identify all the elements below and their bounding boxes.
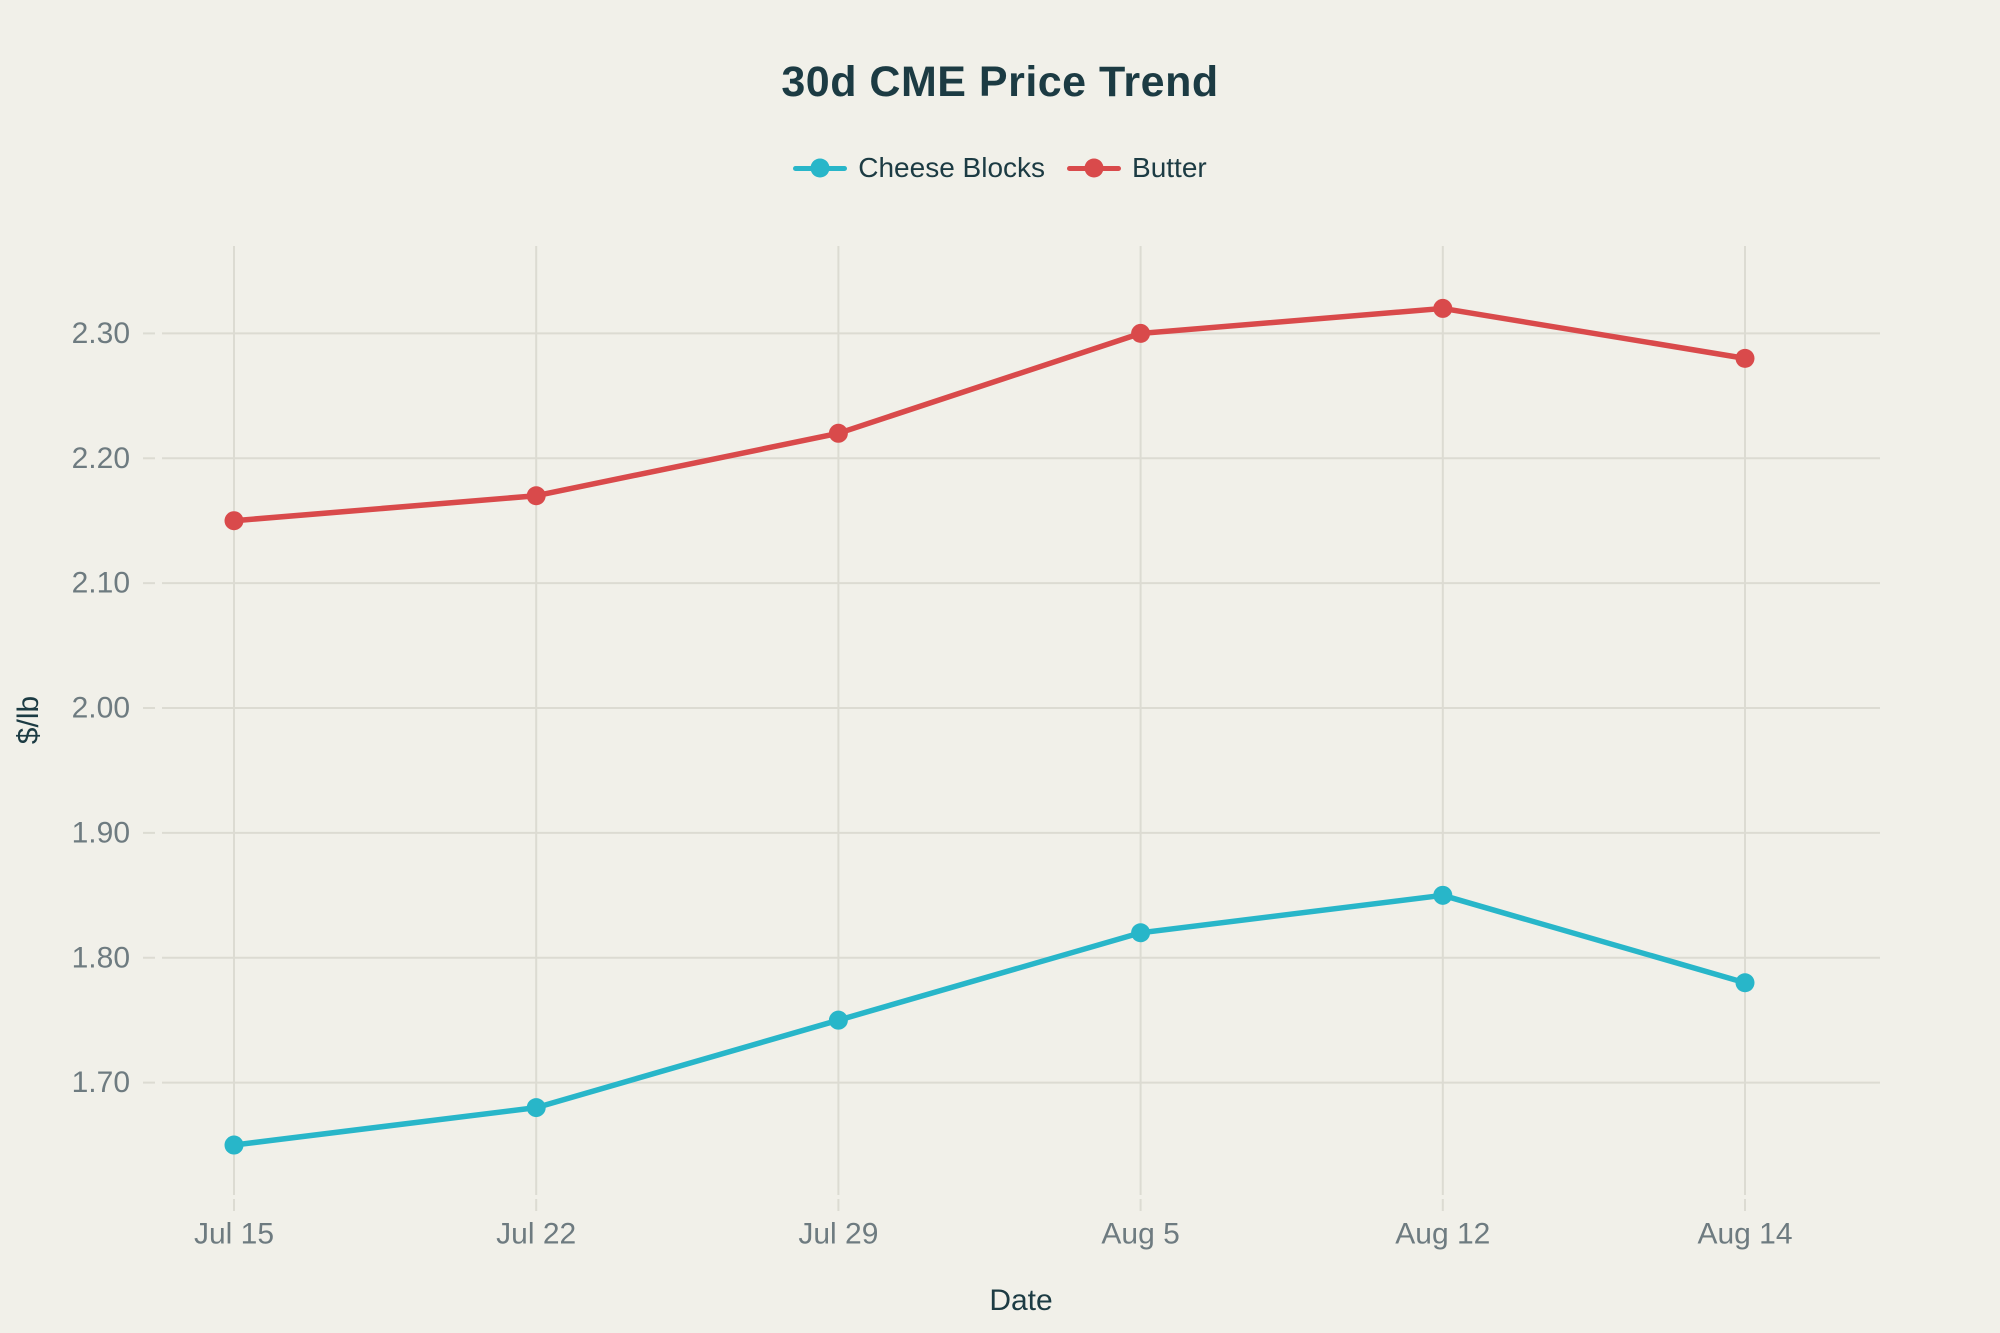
y-tick-label: 2.20 (72, 442, 130, 475)
data-point-butter-aug-5 (1131, 323, 1151, 343)
series-line-butter (231, 305, 1748, 524)
y-axis-title: $/lb (12, 695, 45, 745)
legend-line-dot-icon (1067, 156, 1122, 180)
y-tick-label: 2.30 (72, 317, 130, 350)
data-point-cheese-blocks-jul-15 (224, 1135, 244, 1155)
x-tick-label: Aug 14 (1697, 1218, 1792, 1251)
x-tick-label: Jul 22 (496, 1218, 576, 1251)
legend-label-butter: Butter (1132, 152, 1207, 183)
data-point-butter-jul-22 (526, 486, 546, 506)
y-tick-label: 1.80 (72, 941, 130, 974)
data-point-cheese-blocks-aug-5 (1131, 923, 1151, 943)
x-tick-label: Jul 15 (194, 1218, 274, 1251)
series-line-cheese-blocks (231, 892, 1748, 1148)
x-tick-label: Jul 29 (798, 1218, 878, 1251)
data-point-cheese-blocks-jul-29 (828, 1010, 848, 1030)
data-point-butter-aug-14 (1735, 348, 1755, 368)
chart-title: 30d CME Price Trend (781, 58, 1219, 106)
data-point-butter-jul-29 (828, 423, 848, 443)
x-tick-label: Aug 12 (1395, 1218, 1490, 1251)
y-tick-label: 1.70 (72, 1066, 130, 1099)
data-point-butter-aug-12 (1433, 298, 1453, 318)
data-point-cheese-blocks-aug-14 (1735, 973, 1755, 993)
x-axis-title: Date (989, 1284, 1053, 1317)
legend: Cheese Blocks Butter (0, 152, 2000, 184)
legend-item-cheese-blocks[interactable]: Cheese Blocks (793, 152, 1045, 184)
y-tick-label: 1.90 (72, 816, 130, 849)
legend-item-butter[interactable]: Butter (1067, 152, 1207, 184)
legend-line-dot-icon (793, 156, 848, 180)
x-tick-label: Aug 5 (1101, 1218, 1179, 1251)
y-tick-label: 2.10 (72, 567, 130, 600)
data-point-butter-jul-15 (224, 511, 244, 531)
data-point-cheese-blocks-aug-12 (1433, 885, 1453, 905)
data-point-cheese-blocks-jul-22 (526, 1098, 546, 1118)
y-tick-label: 2.00 (72, 692, 130, 725)
legend-label-cheese-blocks: Cheese Blocks (858, 152, 1046, 183)
